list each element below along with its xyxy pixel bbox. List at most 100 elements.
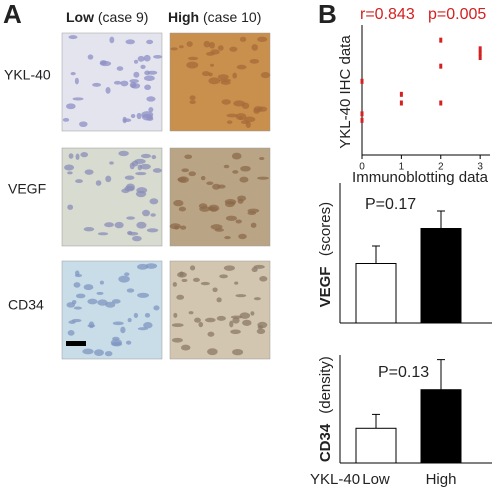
cell bbox=[116, 66, 124, 71]
cell bbox=[253, 297, 261, 301]
cell bbox=[235, 294, 247, 298]
x-tick-label: Low bbox=[362, 471, 390, 488]
cell bbox=[179, 271, 184, 277]
cell bbox=[133, 71, 140, 78]
cell bbox=[143, 54, 151, 62]
cell bbox=[209, 206, 214, 211]
cell bbox=[223, 265, 235, 271]
cell bbox=[80, 152, 89, 158]
y-axis-label: CD34 bbox=[317, 423, 334, 462]
cell bbox=[226, 113, 238, 118]
cell bbox=[225, 215, 237, 221]
y-axis-unit: (density) bbox=[317, 356, 334, 414]
cell bbox=[113, 80, 122, 85]
point bbox=[360, 78, 364, 84]
cell bbox=[228, 201, 236, 205]
cell bbox=[153, 55, 163, 59]
cell bbox=[177, 177, 187, 182]
cell bbox=[68, 153, 74, 159]
cell bbox=[120, 80, 129, 87]
cell bbox=[151, 155, 157, 160]
cell bbox=[133, 59, 139, 64]
cell bbox=[217, 74, 229, 80]
cell bbox=[245, 121, 251, 129]
annotation: P=0.13 bbox=[378, 364, 429, 381]
bar bbox=[355, 427, 397, 464]
cell bbox=[200, 175, 206, 181]
cell bbox=[260, 71, 271, 79]
cell bbox=[200, 281, 210, 286]
cell bbox=[149, 198, 159, 205]
cell bbox=[104, 351, 113, 357]
cell bbox=[240, 165, 251, 172]
cell bbox=[238, 233, 247, 240]
cell bbox=[124, 175, 135, 180]
cell bbox=[68, 35, 78, 40]
cell bbox=[233, 100, 245, 107]
cell bbox=[181, 344, 191, 351]
cell bbox=[152, 168, 162, 173]
annotation: p=0.005 bbox=[428, 6, 486, 23]
cell bbox=[129, 162, 135, 170]
cell bbox=[112, 321, 124, 326]
x-tick-label: 0 bbox=[359, 162, 365, 173]
cell bbox=[79, 121, 88, 128]
cell bbox=[109, 36, 115, 44]
cell bbox=[99, 280, 104, 285]
cell bbox=[181, 168, 189, 173]
cell bbox=[132, 235, 142, 242]
cell bbox=[229, 320, 234, 328]
cell bbox=[110, 339, 123, 346]
cell bbox=[198, 321, 204, 328]
y-axis-unit: (scores) bbox=[317, 202, 334, 256]
bar bbox=[355, 263, 397, 324]
cell bbox=[135, 190, 147, 198]
cell bbox=[173, 199, 184, 207]
cell bbox=[144, 312, 151, 318]
cell bbox=[251, 267, 258, 273]
cell bbox=[118, 275, 130, 283]
cell bbox=[210, 224, 223, 230]
cell bbox=[75, 153, 80, 160]
cell bbox=[87, 54, 94, 60]
cell bbox=[239, 312, 251, 319]
cell bbox=[153, 305, 160, 311]
cell bbox=[94, 349, 104, 356]
cell bbox=[135, 171, 147, 176]
cell bbox=[219, 274, 228, 279]
column-rest: (case 9) bbox=[98, 9, 149, 25]
cell bbox=[67, 171, 73, 175]
cell bbox=[126, 216, 136, 220]
cell bbox=[186, 41, 193, 47]
cell bbox=[125, 183, 135, 191]
cell bbox=[242, 319, 252, 326]
cell bbox=[147, 70, 158, 75]
point bbox=[360, 117, 364, 123]
cell bbox=[249, 58, 260, 64]
cell bbox=[217, 45, 224, 51]
cell bbox=[179, 45, 184, 49]
cell bbox=[232, 170, 239, 174]
cell bbox=[64, 164, 75, 171]
cell bbox=[236, 64, 247, 70]
column-header: Low (case 9) bbox=[66, 9, 148, 25]
group-label: YKL-40 bbox=[310, 471, 360, 488]
cell bbox=[125, 39, 135, 45]
panel-label: A bbox=[3, 0, 22, 29]
bar bbox=[420, 389, 462, 464]
cell bbox=[239, 36, 247, 42]
cell bbox=[230, 315, 243, 319]
cell bbox=[203, 40, 211, 48]
x-tick-label: 2 bbox=[438, 162, 444, 173]
cell bbox=[120, 326, 126, 334]
column-strong: High bbox=[168, 9, 199, 25]
annotation: P=0.17 bbox=[365, 196, 416, 213]
cell bbox=[74, 273, 83, 278]
cell bbox=[250, 311, 255, 316]
cell bbox=[171, 323, 184, 328]
cell bbox=[217, 184, 226, 189]
cell bbox=[122, 116, 127, 124]
cell bbox=[232, 348, 244, 356]
cell bbox=[66, 302, 76, 308]
